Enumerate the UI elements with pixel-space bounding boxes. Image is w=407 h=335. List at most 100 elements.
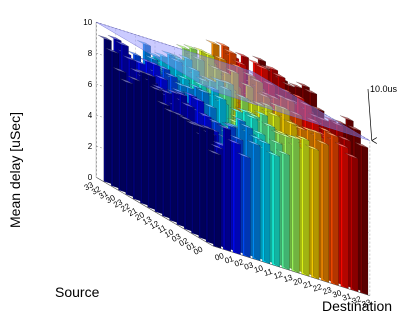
bar-top-face — [227, 138, 241, 145]
bar-top-face — [293, 124, 307, 131]
bar-side-face — [293, 136, 300, 274]
bar-top-face — [105, 47, 119, 54]
bar-top-face — [239, 122, 253, 130]
bar-side-face — [178, 112, 185, 228]
bar-top-face — [268, 138, 283, 145]
bar-top-face — [163, 71, 178, 79]
bar-top-face — [259, 101, 273, 108]
bar-top-face — [185, 120, 200, 127]
bar-top-face — [251, 100, 266, 107]
destination-tick-label: 13 — [282, 273, 294, 284]
bar-side-face — [120, 69, 127, 193]
bar-top-face — [303, 88, 317, 95]
bar-side-face — [171, 110, 178, 223]
bar-top-face — [249, 77, 264, 84]
bar-dest30-src00 — [325, 131, 339, 286]
bar-dest02-src00 — [227, 138, 241, 255]
bar-top-face — [244, 113, 258, 120]
bar-top-face — [190, 96, 205, 103]
bar-side-face — [156, 87, 163, 215]
bar-side-face — [215, 151, 222, 249]
bar-top-face — [112, 66, 127, 74]
bar-dest00-src02 — [192, 122, 207, 241]
bar-top-face — [200, 50, 215, 57]
bar-top-face — [298, 100, 312, 108]
bar-top-face — [317, 126, 332, 133]
destination-tick-label: 11 — [263, 267, 274, 278]
bar-dest01-src00 — [217, 123, 231, 252]
bar-side-face — [362, 144, 369, 296]
bar-top-face — [154, 51, 168, 59]
bar-side-face — [303, 137, 310, 277]
bar-top-face — [115, 40, 129, 47]
bar-top-face — [210, 76, 224, 83]
bar-top-face — [119, 78, 134, 85]
bar-top-face — [207, 149, 222, 156]
bar-side-face — [185, 117, 192, 232]
bar-top-face — [178, 115, 192, 122]
bar-top-face — [239, 81, 254, 89]
bar-top-face — [217, 69, 232, 76]
bar-top-face — [315, 115, 330, 122]
bar-top-face — [344, 152, 359, 159]
bar-top-face — [154, 74, 168, 81]
bar-top-face — [195, 87, 210, 94]
destination-tick-label: 10 — [253, 263, 265, 274]
bar-dest21-src00 — [295, 134, 310, 277]
bar-top-face — [166, 88, 180, 95]
destination-tick-label: 31 — [341, 291, 353, 302]
bar-side-face — [127, 80, 134, 198]
bar-top-face — [209, 143, 224, 150]
bar-dest20-src00 — [285, 133, 300, 274]
bars-layer — [97, 34, 369, 296]
bar-top-face — [213, 54, 227, 61]
bar-side-face — [322, 141, 329, 283]
bar-top-face — [296, 81, 310, 88]
bar-top-face — [127, 75, 141, 82]
bar-top-face — [252, 55, 266, 62]
bar-top-face — [288, 110, 303, 117]
bar-top-face — [276, 149, 290, 156]
bar-top-face — [188, 83, 202, 90]
bar-top-face — [229, 134, 244, 141]
bar-top-face — [149, 85, 163, 92]
bar-top-face — [281, 96, 295, 103]
bar-top-face — [225, 67, 239, 74]
reference-plane-label: 10.0us — [370, 84, 398, 94]
bar-top-face — [173, 81, 188, 88]
source-axis-line — [96, 176, 214, 247]
destination-tick-label: 23 — [322, 285, 334, 296]
bar-side-face — [134, 77, 141, 202]
bar-top-face — [276, 104, 290, 111]
z-axis-label: Mean delay [uSec] — [7, 112, 23, 228]
destination-tick-label: 22 — [312, 282, 324, 293]
bar-top-face — [180, 83, 195, 90]
bar-dest00-src22 — [134, 68, 149, 206]
bar-top-face — [173, 90, 188, 97]
bar-dest00-src11 — [170, 110, 185, 228]
bar-side-face — [193, 122, 200, 236]
reference-plane-arrow — [367, 88, 377, 144]
destination-axis-line — [212, 245, 370, 296]
destination-tick-label: 12 — [273, 270, 285, 281]
bar-top-face — [247, 58, 261, 66]
bar-side-face — [105, 37, 112, 185]
bar-top-face — [107, 34, 122, 42]
y-axis-label: Source — [55, 284, 100, 300]
bar-dest23-src00 — [315, 139, 329, 283]
bar-side-face — [313, 146, 320, 280]
bar-top-face — [254, 63, 269, 70]
bar-top-face — [330, 120, 344, 127]
bar-top-face — [212, 94, 227, 101]
bar-top-face — [281, 81, 296, 88]
bar-top-face — [185, 65, 200, 72]
bar-top-face — [195, 76, 210, 83]
bar-side-face — [244, 154, 251, 258]
destination-tick-label: 30 — [331, 288, 343, 299]
bar-top-face — [144, 54, 159, 61]
bar-top-face — [246, 112, 261, 119]
bar-top-face — [273, 129, 288, 136]
bar-top-face — [222, 48, 237, 55]
destination-tick-label: 20 — [292, 276, 304, 287]
bar-top-face — [305, 144, 320, 151]
